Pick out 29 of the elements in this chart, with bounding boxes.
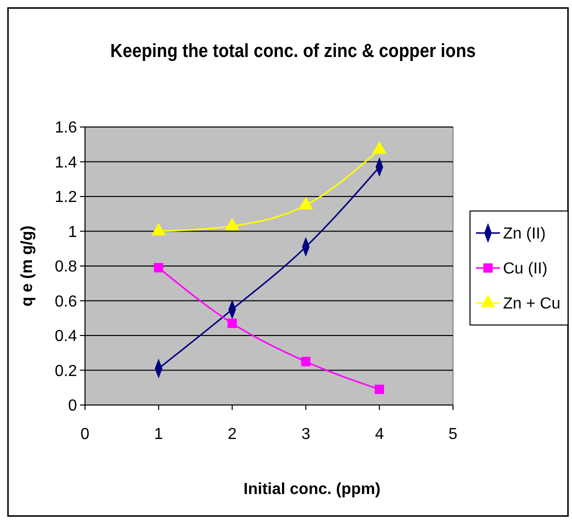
y-tick-label: 0 <box>68 398 78 415</box>
y-tick-label: 1 <box>68 224 78 241</box>
x-tick-label: 3 <box>301 426 310 443</box>
x-tick-label: 0 <box>80 426 90 443</box>
legend-label: Zn (II) <box>503 226 546 243</box>
legend-label: Zn + Cu <box>503 296 560 313</box>
point <box>298 197 313 210</box>
y-tick-label: 0.2 <box>54 362 78 380</box>
point <box>228 318 237 328</box>
chart-title: Keeping the total conc. of zinc & copper ions <box>110 40 476 62</box>
y-tick-label: 0.8 <box>54 258 78 276</box>
point <box>372 142 386 154</box>
x-tick-label: 2 <box>228 426 237 443</box>
point <box>152 223 166 236</box>
x-tick-label: 4 <box>374 426 384 443</box>
legend-label: Cu (II) <box>503 260 548 278</box>
x-tick-label: 5 <box>448 426 458 443</box>
point <box>225 218 240 230</box>
y-tick-label: 1.2 <box>54 189 78 206</box>
point <box>374 384 384 394</box>
point <box>154 263 164 272</box>
point <box>301 356 310 366</box>
y-tick-label: 0.4 <box>54 328 78 346</box>
y-axis-title: q e (m g/g) <box>19 226 36 306</box>
y-tick-label: 1.6 <box>54 120 78 137</box>
y-tick-label: 1.4 <box>54 154 78 172</box>
x-tick-label: 1 <box>154 426 164 443</box>
x-axis-title: Initial conc. (ppm) <box>244 481 380 498</box>
y-tick-label: 0.6 <box>54 293 78 310</box>
